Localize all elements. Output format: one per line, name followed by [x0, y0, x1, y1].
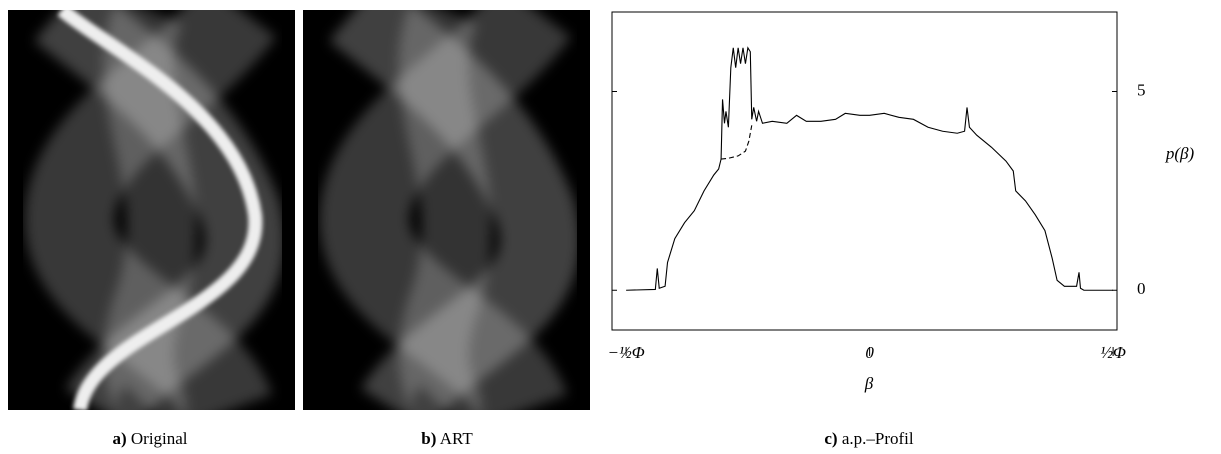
- x-axis-label: β: [864, 374, 874, 393]
- image-art: [303, 10, 590, 410]
- caption-c: c) a.p.–Profil: [824, 429, 914, 448]
- y-tick-label: 5: [1137, 80, 1146, 99]
- caption-b: b) ART: [421, 429, 473, 448]
- caption-text: Original: [131, 429, 188, 448]
- caption-letter: c): [824, 429, 837, 448]
- x-tick-label: −½Φ: [608, 343, 645, 362]
- caption-letter: a): [112, 429, 126, 448]
- profile-line: [626, 46, 1114, 291]
- caption-text: ART: [440, 429, 474, 448]
- profile-line: [721, 125, 753, 160]
- x-tick-label: ½Φ: [1100, 343, 1126, 362]
- image-original: [8, 10, 295, 410]
- caption-a: a) Original: [112, 429, 187, 448]
- plot-frame: [611, 11, 1118, 331]
- caption-text: a.p.–Profil: [842, 429, 914, 448]
- y-axis-label: p(β): [1165, 144, 1195, 163]
- y-tick-label: 0: [1137, 279, 1146, 298]
- caption-letter: b): [421, 429, 436, 448]
- x-tick-label: 0: [865, 343, 874, 362]
